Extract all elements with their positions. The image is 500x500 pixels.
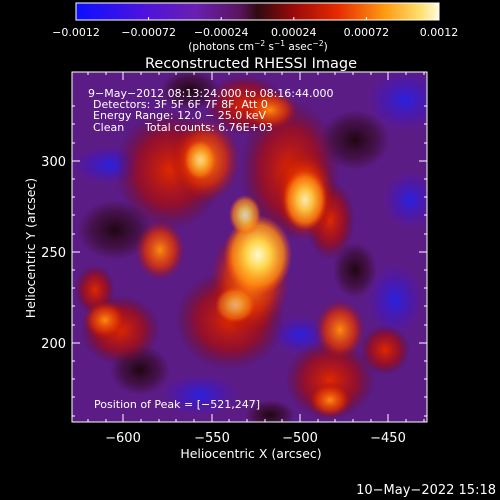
energy-range-annotation: Energy Range: 12.0 − 25.0 keV	[93, 109, 267, 122]
x-tick-label: −550	[194, 431, 230, 446]
colorbar-tick-label: 0.0012	[420, 26, 459, 39]
clean-annotation: Clean	[93, 121, 124, 134]
rhessi-image	[72, 72, 427, 422]
x-axis-label: Heliocentric X (arcsec)	[180, 446, 321, 461]
y-axis-label: Heliocentric Y (arcsec)	[23, 178, 38, 318]
y-tick-label: 200	[41, 337, 66, 352]
colorbar-tick-label: 0.00072	[344, 26, 390, 39]
plot-title: Reconstructed RHESSI Image	[145, 56, 357, 72]
x-tick-label: −500	[282, 431, 318, 446]
total-counts-annotation: Total counts: 6.76E+03	[144, 121, 273, 134]
colorbar-tick-label: 0.00024	[271, 26, 317, 39]
x-axis	[87, 72, 425, 422]
colorbar-tick-label: −0.0012	[52, 26, 100, 39]
colorbar-tick-marks	[75, 17, 440, 20]
time-range-annotation: 9−May−2012 08:13:24.000 to 08:16:44.000	[88, 87, 334, 100]
colorbar-unit-label: (photons cm−2 s−1 asec−2)	[188, 39, 327, 53]
x-tick-label: −450	[370, 431, 406, 446]
peak-position-annotation: Position of Peak = [−521,247]	[94, 398, 260, 411]
y-axis	[72, 105, 427, 417]
y-tick-label: 300	[41, 155, 66, 170]
colorbar-tick-label: −0.00024	[194, 26, 249, 39]
x-tick-label: −600	[105, 431, 141, 446]
detectors-annotation: Detectors: 3F 5F 6F 7F 8F, Att 0	[93, 98, 268, 111]
y-tick-label: 250	[41, 246, 66, 261]
colorbar-tick-label: −0.00072	[121, 26, 176, 39]
plot-frame	[71, 71, 428, 423]
footer-timestamp: 10−May−2022 15:18	[356, 483, 496, 498]
colorbar	[75, 2, 440, 21]
